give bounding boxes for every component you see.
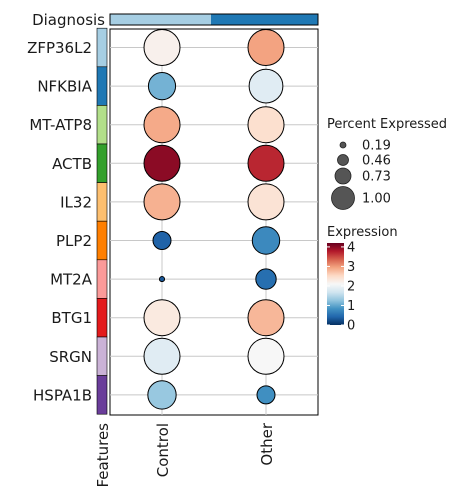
- dot-plp2-other: [251, 226, 281, 255]
- dot-actb-control: [143, 144, 181, 182]
- gene-label: MT-ATP8: [29, 116, 92, 134]
- gene-label: IL32: [60, 193, 92, 211]
- gene-label: MT2A: [50, 271, 93, 289]
- dot-plp2-control: [152, 231, 172, 250]
- dot-mt-atp8-other: [247, 106, 285, 144]
- gene-label: HSPA1B: [33, 386, 92, 404]
- annotation-layer: Diagnosis ZFP36L2 NFKBIA MT-ATP8 ACTB IL32 PLP…: [27, 11, 319, 488]
- feature-strip-srgn: [96, 336, 108, 376]
- color-legend-tick-label: 0: [347, 319, 355, 334]
- size-legend-dot: [331, 186, 355, 210]
- dot-il32-other: [247, 183, 285, 221]
- dot-nfkbia-other: [248, 68, 284, 104]
- dot-hspa1b-other: [256, 385, 276, 405]
- size-legend-dot: [339, 141, 347, 149]
- size-legend-label: 0.19: [362, 139, 391, 154]
- feature-strip-mt-atp8: [96, 105, 108, 145]
- color-legend-tick-label: 1: [347, 299, 355, 314]
- feature-strip-hspa1b: [96, 375, 108, 415]
- dot-il32-control: [143, 183, 181, 221]
- feature-strip-zfp36l2: [96, 27, 108, 68]
- gene-label: SRGN: [49, 348, 92, 366]
- size-legend-label: 0.46: [362, 154, 391, 169]
- dot-actb-other: [247, 144, 285, 182]
- dot-zfp36l2-other: [247, 29, 285, 66]
- dot-btg1-control: [143, 299, 181, 337]
- size-legend-title: Percent Expressed: [327, 117, 447, 132]
- dot-nfkbia-control: [147, 72, 177, 101]
- color-legend-tick-label: 2: [347, 279, 355, 294]
- feature-strip-il32: [96, 182, 108, 222]
- gene-label: PLP2: [56, 232, 92, 250]
- size-legend-label: 1.00: [362, 192, 391, 207]
- column-label-control: Control: [154, 423, 172, 477]
- plot-area: Control Other: [109, 28, 319, 477]
- feature-strip-actb: [96, 143, 108, 183]
- legends: Percent Expressed 0.190.460.73 1.00 Express…: [327, 117, 447, 334]
- color-legend-title: Expression: [327, 225, 398, 240]
- annotation-bar-border: [109, 13, 319, 26]
- dot-hspa1b-control: [147, 380, 177, 410]
- dot-mt-atp8-control: [143, 106, 181, 144]
- dot-btg1-other: [247, 299, 285, 337]
- dot-srgn-control: [143, 337, 181, 375]
- gene-label: ACTB: [52, 155, 92, 173]
- color-legend-bar: [327, 243, 344, 325]
- dot-srgn-other: [247, 337, 285, 375]
- size-legend-label: 0.73: [362, 170, 391, 185]
- annotation-title: Diagnosis: [32, 11, 105, 29]
- gene-label: BTG1: [51, 309, 92, 327]
- color-legend-tick-label: 4: [347, 240, 355, 255]
- feature-strip-plp2: [96, 220, 108, 261]
- annotation-bar-other: [211, 14, 318, 25]
- gene-label: NFKBIA: [37, 78, 92, 96]
- gene-label: ZFP36L2: [27, 39, 92, 57]
- dot-zfp36l2-control: [143, 29, 181, 66]
- features-axis-label: Features: [94, 423, 112, 488]
- size-legend-dot: [334, 167, 352, 185]
- size-legend-dot: [337, 154, 349, 166]
- dot-mt2a-control: [158, 276, 166, 283]
- column-label-other: Other: [258, 422, 276, 465]
- plot-panel: [109, 28, 319, 416]
- dot-mt2a-other: [255, 268, 277, 290]
- feature-strip-mt2a: [96, 259, 108, 299]
- color-legend-tick-label: 3: [347, 260, 355, 275]
- feature-strip-btg1: [96, 298, 108, 338]
- feature-strip-nfkbia: [96, 66, 108, 106]
- annotation-bar-control: [110, 14, 211, 25]
